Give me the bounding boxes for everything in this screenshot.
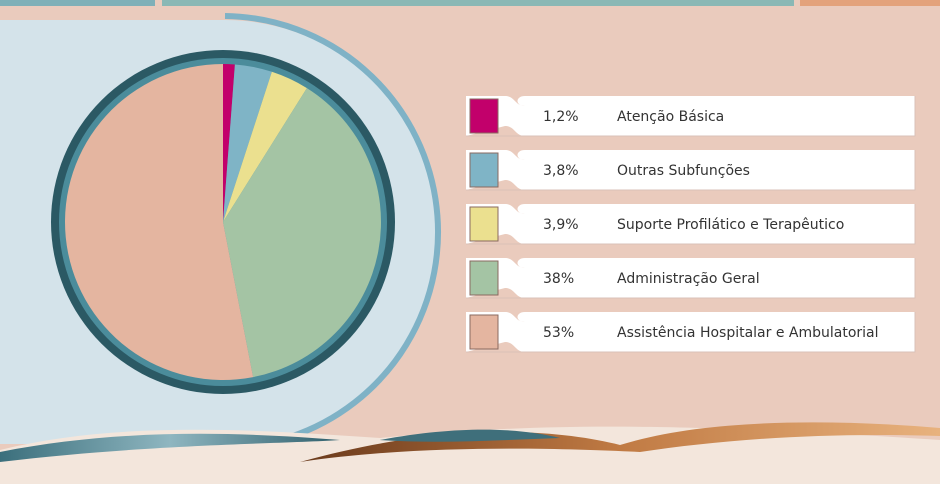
top-strip (800, 0, 940, 6)
top-strip (0, 0, 155, 6)
legend-label: Suporte Profilático e Terapêutico (617, 217, 844, 233)
legend-swatch (470, 261, 498, 295)
chart: 1,2% Atenção Básica 3,8% Outras Subfunções 3… (0, 0, 940, 484)
legend-label: Outras Subfunções (617, 163, 750, 179)
legend-label: Assistência Hospitalar e Ambulatorial (617, 325, 879, 341)
legend-swatch (470, 153, 498, 187)
legend-swatch (470, 315, 498, 349)
value-label: 53% (543, 325, 574, 341)
value-label: 38% (543, 271, 574, 287)
value-label: 3,9% (543, 217, 579, 233)
top-strip (162, 0, 794, 6)
page: 1,2% Atenção Básica 3,8% Outras Subfunções 3… (0, 0, 940, 484)
legend-swatch (470, 207, 498, 241)
value-label: 3,8% (543, 163, 579, 179)
value-label: 1,2% (543, 109, 579, 125)
legend-label: Atenção Básica (617, 109, 724, 125)
pie (65, 64, 381, 380)
legend-label: Administração Geral (617, 271, 760, 287)
legend-swatch (470, 99, 498, 133)
legend: 1,2% Atenção Básica 3,8% Outras Subfunções 3… (466, 96, 915, 352)
